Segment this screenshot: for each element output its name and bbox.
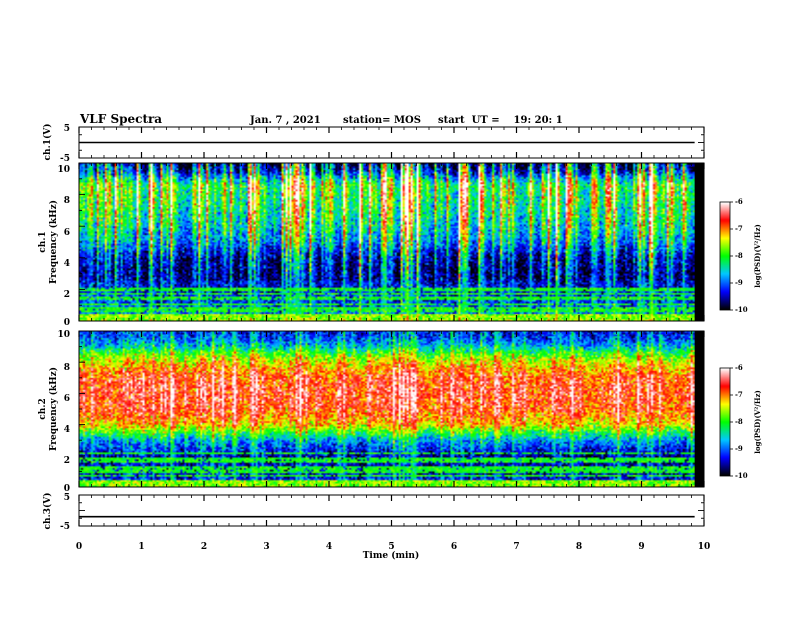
ch2-colorbar-tick-m9: -9 (735, 444, 743, 453)
ch2-frequency-label: Frequency (kHz) (48, 367, 59, 451)
x-tick-label-6: 6 (451, 542, 457, 552)
ch3-voltage-label: ch.3(V) (42, 493, 53, 530)
ch2-colorbar-label: log(PSD)(V²/Hz) (753, 390, 762, 454)
ch1-frequency-label: Frequency (kHz) (48, 200, 59, 284)
ch1-voltage-ticks (78, 126, 705, 159)
ch1-freq-tick-2: 2 (64, 290, 70, 300)
x-tick-label-5: 5 (388, 542, 394, 552)
ch1-colorbar-gradient (720, 202, 730, 310)
header-station: station= MOS (343, 115, 421, 126)
ch1-colorbar-tick-m7: -7 (735, 224, 743, 233)
ch2-colorbar-gradient (720, 368, 730, 476)
ch3-voltage-ticks (78, 494, 705, 527)
ch1-spectrogram-heatmap (79, 163, 695, 321)
ch1-colorbar-ticks (730, 201, 733, 311)
ch1-spectrogram-panel: 10 8 6 4 2 0 ch.1 Frequency (kHz) (38, 162, 705, 328)
ch1-freq-tick-0: 0 (64, 318, 70, 328)
ch1-colorbar-tick-m9: -9 (735, 278, 743, 287)
x-tick-label-3: 3 (263, 542, 269, 552)
ch2-channel-label: ch.2 (38, 398, 48, 419)
ch1-colorbar-tick-m6: -6 (735, 197, 743, 206)
ch1-freq-tick-6: 6 (64, 228, 70, 238)
x-tick-label-10: 10 (698, 542, 711, 552)
x-tick-label-8: 8 (576, 542, 582, 552)
ch1-colorbar: -6 -7 -8 -9 -10 log(PSD)(V²/Hz) (719, 197, 762, 314)
ch2-spectrogram-panel: 10 8 6 4 2 0 ch.2 Frequency (kHz) (38, 330, 705, 494)
ch1-voltage-label: ch.1(V) (42, 124, 53, 161)
ch3-voltage-tick-bottom: -5 (60, 522, 70, 532)
ch2-freq-tick-0: 0 (64, 484, 70, 494)
ch2-frequency-ticks (78, 330, 705, 488)
x-tick-label-2: 2 (201, 542, 207, 552)
header-date: Jan. 7 , 2021 (249, 115, 321, 126)
x-tick-label-1: 1 (138, 542, 144, 552)
ch2-freq-tick-2: 2 (64, 456, 70, 466)
ch2-freq-tick-10: 10 (57, 330, 70, 340)
ch1-voltage-tick-bottom: -5 (60, 154, 70, 164)
ch1-freq-tick-8: 8 (64, 196, 70, 206)
ch2-freq-tick-8: 8 (64, 363, 70, 373)
x-tick-label-9: 9 (638, 542, 644, 552)
ch2-colorbar-ticks (730, 367, 733, 477)
ch2-colorbar-tick-m6: -6 (735, 363, 743, 372)
ch2-freq-tick-6: 6 (64, 394, 70, 404)
ch3-voltage-panel: 5 -5 ch.3(V) (42, 493, 705, 532)
x-tick-label-0: 0 (76, 542, 82, 552)
x-tick-label-7: 7 (513, 542, 519, 552)
ch2-colorbar: -6 -7 -8 -9 -10 log(PSD)(V²/Hz) (719, 363, 762, 480)
ch1-colorbar-tick-m10: -10 (735, 305, 748, 314)
ch2-colorbar-tick-m8: -8 (735, 417, 743, 426)
header-start-ut: start UT = 19: 20: 1 (438, 115, 563, 126)
figure-title: VLF Spectra (79, 112, 162, 126)
ch1-frequency-ticks (78, 162, 705, 322)
ch1-voltage-panel: 5 -5 ch.1(V) (42, 124, 705, 164)
x-axis-label: Time (min) (363, 550, 420, 561)
ch1-freq-tick-10: 10 (57, 165, 70, 175)
x-tick-label-4: 4 (326, 542, 332, 552)
ch1-channel-label: ch.1 (38, 231, 48, 252)
ch1-freq-tick-4: 4 (64, 259, 70, 269)
ch2-colorbar-tick-m7: -7 (735, 390, 743, 399)
ch1-voltage-tick-top: 5 (64, 124, 70, 134)
ch2-freq-tick-4: 4 (64, 425, 70, 435)
x-axis-tick-labels: 0 1 2 3 4 5 6 7 8 9 10 (76, 542, 710, 552)
ch3-voltage-tick-top: 5 (64, 493, 70, 503)
ch2-spectrogram-heatmap (79, 331, 695, 487)
ch1-colorbar-tick-m8: -8 (735, 251, 743, 260)
ch2-colorbar-tick-m10: -10 (735, 471, 748, 480)
ch1-colorbar-label: log(PSD)(V²/Hz) (753, 224, 762, 288)
